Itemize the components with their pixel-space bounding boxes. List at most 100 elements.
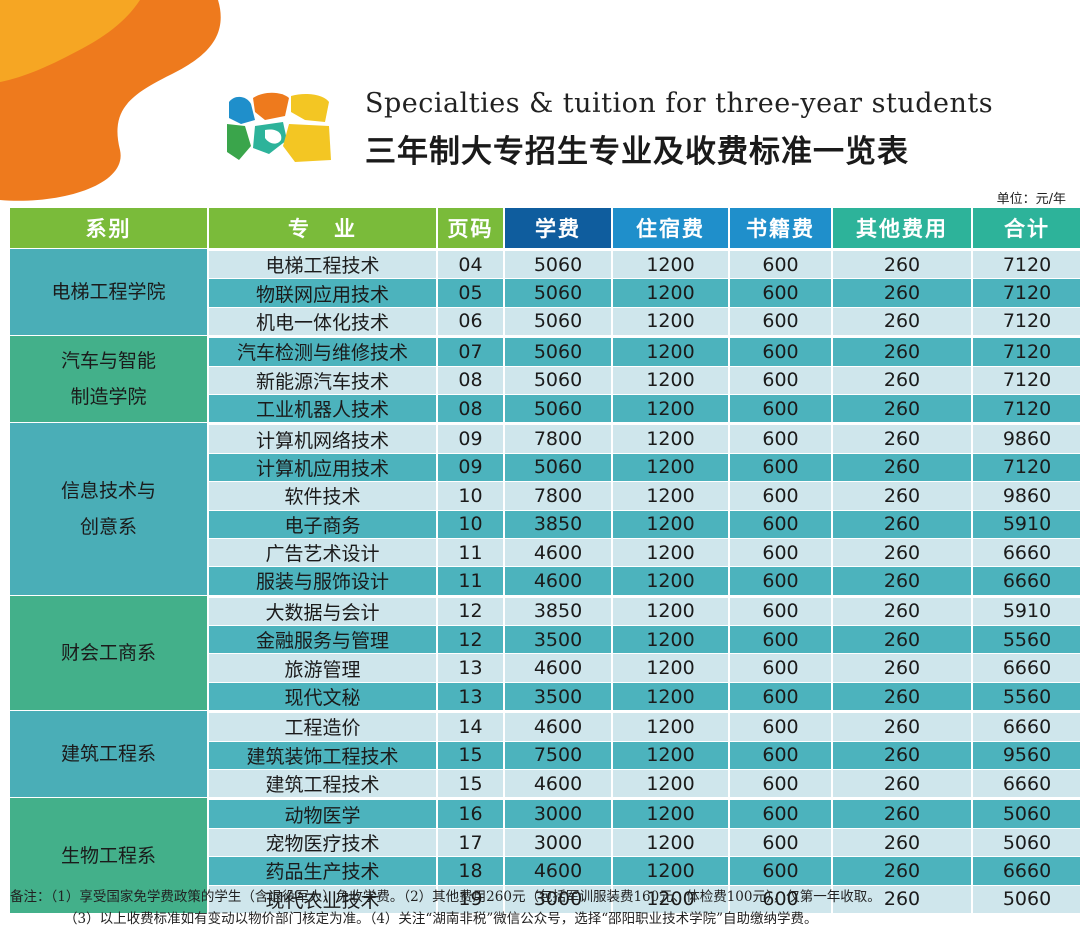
books-cell: 600: [730, 625, 831, 654]
books-cell: 600: [730, 827, 831, 857]
header-other: 其他费用: [833, 208, 971, 248]
header-tuition: 学费: [505, 208, 611, 248]
dorm-cell: 1200: [613, 481, 728, 510]
header-dept: 系别: [10, 208, 207, 248]
page-cell: 10: [438, 509, 503, 538]
other-cell: 260: [833, 365, 971, 394]
books-cell: 600: [730, 653, 831, 682]
page-cell: 07: [438, 335, 503, 366]
total-cell: 6660: [973, 653, 1080, 682]
dorm-cell: 1200: [613, 452, 728, 482]
other-cell: 260: [833, 509, 971, 538]
page-cell: 19: [438, 884, 503, 913]
major-cell: 电子商务: [209, 509, 436, 538]
table-row: 软件技术 10 7800 1200 600 260 9860: [10, 481, 1080, 510]
dorm-cell: 1200: [613, 884, 728, 913]
department-cell: 财会工商系: [10, 594, 207, 711]
tuition-cell: 7800: [505, 422, 611, 453]
tuition-cell: 4600: [505, 537, 611, 567]
page-cell: 08: [438, 365, 503, 394]
table-row: 现代农业技术 19 3000 1200 600 260 5060: [10, 884, 1080, 913]
page-cell: 15: [438, 740, 503, 770]
tuition-cell: 3850: [505, 594, 611, 626]
major-cell: 建筑工程技术: [209, 769, 436, 798]
table-row: 计算机应用技术 09 5060 1200 600 260 7120: [10, 452, 1080, 482]
other-cell: 260: [833, 625, 971, 654]
books-cell: 600: [730, 393, 831, 423]
major-cell: 服装与服饰设计: [209, 566, 436, 595]
table-row: 机电一体化技术 06 5060 1200 600 260 7120: [10, 306, 1080, 336]
table-row: 现代文秘 13 3500 1200 600 260 5560: [10, 681, 1080, 711]
header-total: 合计: [973, 208, 1080, 248]
other-cell: 260: [833, 306, 971, 336]
major-cell: 金融服务与管理: [209, 625, 436, 654]
tuition-cell: 3500: [505, 681, 611, 711]
tuition-cell: 4600: [505, 769, 611, 798]
total-cell: 7120: [973, 278, 1080, 307]
tuition-cell: 5060: [505, 365, 611, 394]
page-cell: 12: [438, 594, 503, 626]
books-cell: 600: [730, 509, 831, 538]
department-cell: 生物工程系: [10, 797, 207, 913]
fee-table: 系别 专 业 页码 学费 住宿费 书籍费 其他费用 合计 电梯工程学院 电梯工程技…: [8, 208, 1080, 913]
books-cell: 600: [730, 335, 831, 366]
total-cell: 7120: [973, 248, 1080, 279]
dorm-cell: 1200: [613, 248, 728, 279]
major-cell: 计算机应用技术: [209, 452, 436, 482]
tuition-cell: 4600: [505, 710, 611, 741]
table-row: 建筑工程系 工程造价 14 4600 1200 600 260 6660: [10, 710, 1080, 798]
page-cell: 11: [438, 566, 503, 595]
page-cell: 17: [438, 827, 503, 857]
page-cell: 11: [438, 537, 503, 567]
page-cell: 14: [438, 710, 503, 741]
books-cell: 600: [730, 452, 831, 482]
total-cell: 9860: [973, 481, 1080, 510]
page-cell: 10: [438, 481, 503, 510]
tuition-cell: 5060: [505, 306, 611, 336]
total-cell: 5910: [973, 594, 1080, 626]
college-logo: [227, 92, 331, 162]
other-cell: 260: [833, 278, 971, 307]
page-cell: 13: [438, 653, 503, 682]
tuition-cell: 4600: [505, 653, 611, 682]
books-cell: 600: [730, 681, 831, 711]
page-header: Specialties & tuition for three-year stu…: [225, 86, 993, 170]
department-cell: 信息技术与 创意系: [10, 422, 207, 595]
dorm-cell: 1200: [613, 278, 728, 307]
major-cell: 旅游管理: [209, 653, 436, 682]
other-cell: 260: [833, 856, 971, 885]
dorm-cell: 1200: [613, 653, 728, 682]
table-row: 建筑工程技术 15 4600 1200 600 260 6660: [10, 769, 1080, 798]
other-cell: 260: [833, 452, 971, 482]
other-cell: 260: [833, 681, 971, 711]
dorm-cell: 1200: [613, 710, 728, 741]
table-row: 电子商务 10 3850 1200 600 260 5910: [10, 509, 1080, 538]
table-row: 生物工程系 动物医学 16 3000 1200 600 260 5060: [10, 797, 1080, 913]
table-row: 信息技术与 创意系 计算机网络技术 09 7800 1200 600 260 9860: [10, 422, 1080, 595]
books-cell: 600: [730, 884, 831, 913]
books-cell: 600: [730, 797, 831, 828]
other-cell: 260: [833, 740, 971, 770]
major-cell: 现代农业技术: [209, 884, 436, 913]
tuition-cell: 4600: [505, 566, 611, 595]
major-cell: 工程造价: [209, 710, 436, 741]
dorm-cell: 1200: [613, 335, 728, 366]
page-cell: 04: [438, 248, 503, 279]
page-cell: 13: [438, 681, 503, 711]
notes: 备注：（1）享受国家免学费政策的学生（含退役军人）免收学费。（2）其他费用260…: [10, 886, 1075, 930]
dorm-cell: 1200: [613, 769, 728, 798]
major-cell: 动物医学: [209, 797, 436, 828]
header-major: 专 业: [209, 208, 436, 248]
dorm-cell: 1200: [613, 509, 728, 538]
books-cell: 600: [730, 594, 831, 626]
major-cell: 新能源汽车技术: [209, 365, 436, 394]
major-cell: 药品生产技术: [209, 856, 436, 885]
total-cell: 6660: [973, 566, 1080, 595]
tuition-cell: 7800: [505, 481, 611, 510]
major-cell: 计算机网络技术: [209, 422, 436, 453]
total-cell: 7120: [973, 393, 1080, 423]
table-row: 财会工商系 大数据与会计 12 3850 1200 600 260 5910: [10, 594, 1080, 711]
total-cell: 7120: [973, 365, 1080, 394]
dorm-cell: 1200: [613, 827, 728, 857]
books-cell: 600: [730, 769, 831, 798]
